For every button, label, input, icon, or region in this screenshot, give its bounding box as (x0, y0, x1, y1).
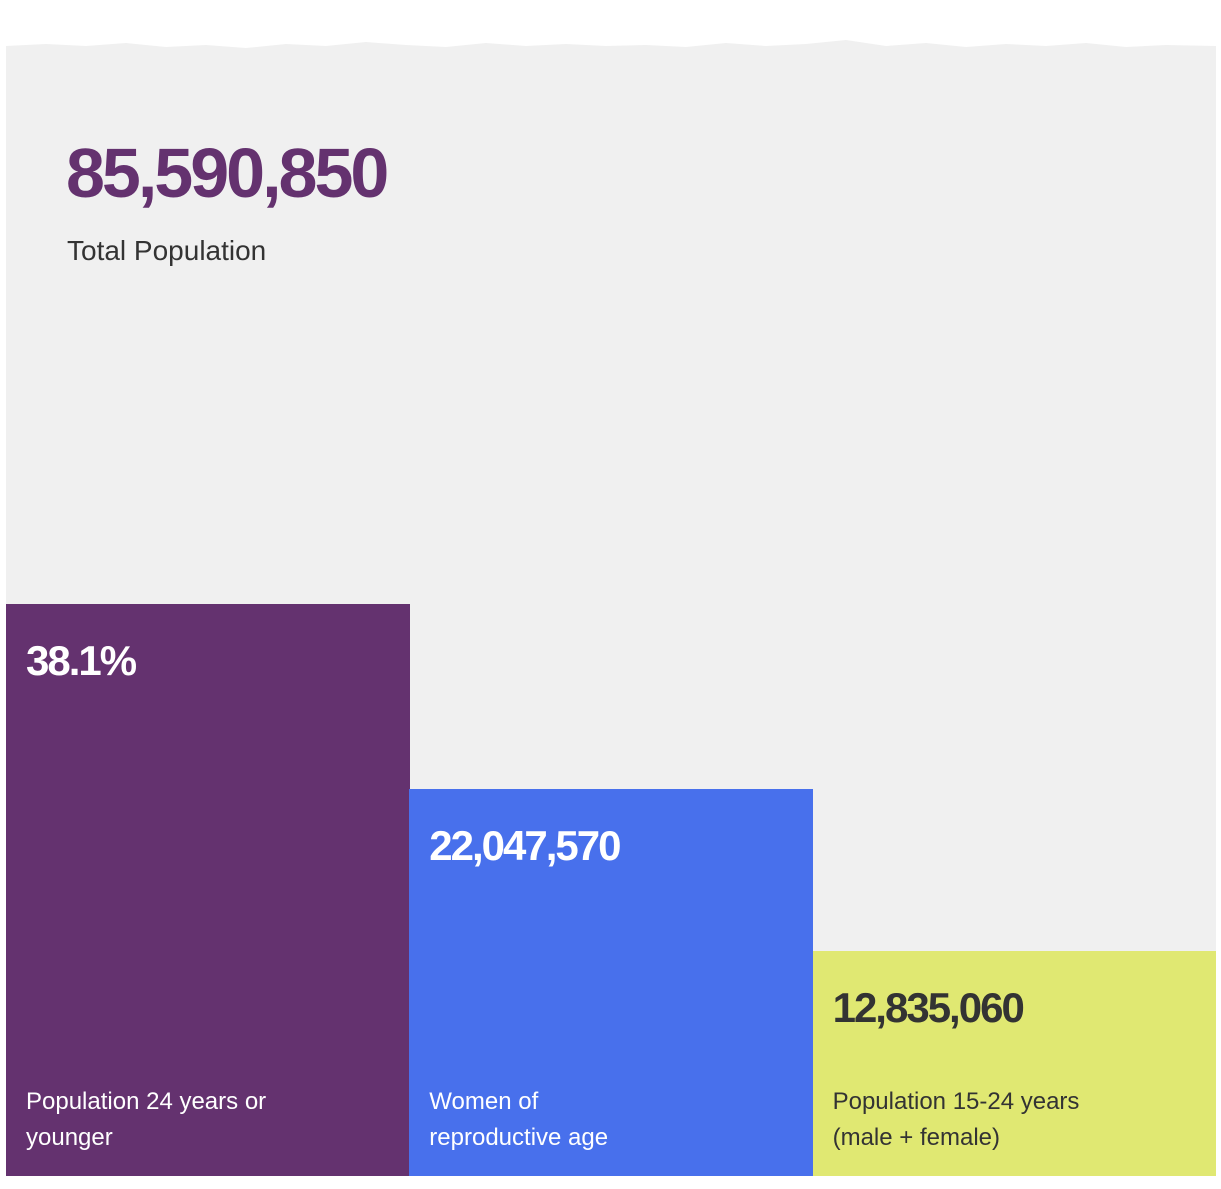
bar-3: 12,835,060 Population 15-24 years (male + … (812, 950, 1217, 1176)
bar-category-label-line: younger (26, 1124, 113, 1151)
bar-category-label-line: Population 15-24 years (832, 1087, 1080, 1115)
bar-value-label: 38.1% (26, 637, 137, 684)
bar-1: 38.1% Population 24 years or younger (6, 604, 410, 1176)
bar-2: 22,047,570 Women of reproductive age (409, 789, 814, 1176)
bar-category-label: Population 15-24 years (male + female) (833, 1084, 1133, 1156)
bar-chart: 38.1% Population 24 years or younger 22,047… (6, 0, 1217, 1176)
bar-category-label-line: (male + female) (832, 1123, 1000, 1151)
bar-category-label-line: Women of (429, 1087, 539, 1115)
bar-category-label-line: reproductive age (429, 1123, 609, 1151)
bar-value-label: 12,835,060 (832, 983, 1025, 1031)
total-population-label: Total Population (67, 235, 267, 266)
bar-category-label: Population 24 years or younger (26, 1084, 326, 1156)
total-population-value: 85,590,850 (66, 134, 389, 212)
bar-value-label: 22,047,570 (429, 822, 621, 870)
bar-category-label: Women of reproductive age (429, 1084, 729, 1156)
population-card: 85,590,850 Total Population 38.1% Populat… (6, 0, 1217, 1176)
bar-category-label-line: Population 24 years or (26, 1088, 267, 1115)
